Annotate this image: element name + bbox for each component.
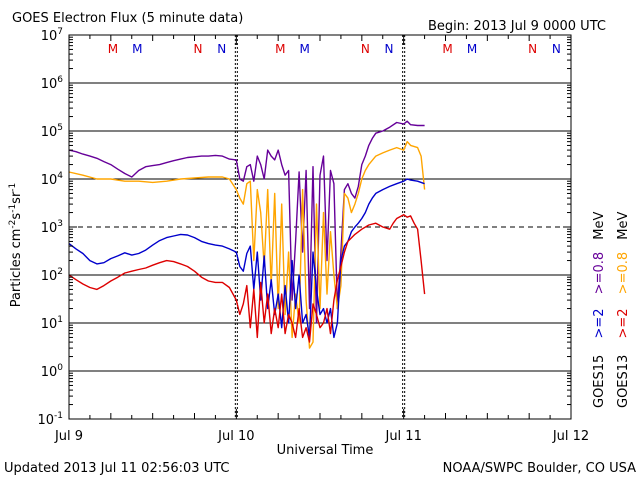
x-tick-label: Jul 12 bbox=[552, 429, 589, 444]
mn-marker: M bbox=[299, 42, 309, 56]
x-tick-label: Jul 11 bbox=[384, 429, 421, 444]
x-axis-label: Universal Time bbox=[277, 443, 374, 458]
y-axis-label: Particles cm-2s-1sr-1 bbox=[8, 183, 24, 308]
legend-goes13-sat: GOES13 bbox=[616, 355, 631, 408]
mn-marker: M bbox=[275, 42, 285, 56]
legend-goes13-unit: MeV bbox=[616, 212, 631, 240]
mn-marker: N bbox=[528, 42, 537, 56]
mn-marker: M bbox=[132, 42, 142, 56]
mn-marker: N bbox=[552, 42, 561, 56]
mn-marker: N bbox=[385, 42, 394, 56]
legend-goes15-sat: GOES15 bbox=[592, 355, 607, 408]
updated-time: Updated 2013 Jul 11 02:56:03 UTC bbox=[4, 461, 229, 476]
y-tick-label: 104 bbox=[41, 171, 64, 188]
y-tick-label: 103 bbox=[41, 219, 63, 236]
x-tick-label: Jul 9 bbox=[54, 429, 83, 444]
chart-title: GOES Electron Flux (5 minute data) bbox=[12, 11, 243, 26]
credit: NOAA/SWPC Boulder, CO USA bbox=[443, 461, 636, 476]
y-tick-label: 107 bbox=[41, 27, 63, 44]
day-markers bbox=[234, 35, 406, 419]
legend-goes15-e2: >=2 bbox=[592, 308, 607, 338]
y-tick-label: 101 bbox=[41, 315, 63, 332]
legend-goes15-unit: MeV bbox=[592, 212, 607, 240]
y-tick-label: 10-1 bbox=[37, 411, 63, 428]
mn-marker: M bbox=[442, 42, 452, 56]
series-goes15-2-mev bbox=[68, 178, 425, 339]
y-tick-label: 102 bbox=[41, 267, 63, 284]
legend: GOES15 >=2 >=0.8 MeV GOES13 >=2 >=0.8 Me… bbox=[592, 212, 631, 408]
begin-time: Begin: 2013 Jul 9 0000 UTC bbox=[428, 19, 606, 34]
mn-marker: N bbox=[193, 42, 202, 56]
legend-goes13-e2: >=2 bbox=[616, 308, 631, 338]
mn-marker: M bbox=[108, 42, 118, 56]
series-goes15-0-8-mev bbox=[68, 120, 425, 324]
series-layer bbox=[68, 120, 426, 349]
legend-goes13-e08: >=0.8 bbox=[616, 252, 631, 294]
y-tick-label: 106 bbox=[41, 75, 64, 92]
legend-goes15-e08: >=0.8 bbox=[592, 252, 607, 294]
mn-marker: N bbox=[361, 42, 370, 56]
mn-marker: N bbox=[217, 42, 226, 56]
legend-goes15: GOES15 >=2 >=0.8 MeV bbox=[592, 212, 607, 408]
series-goes13-2-mev bbox=[68, 213, 426, 343]
x-tick-label: Jul 10 bbox=[217, 429, 254, 444]
mn-marker: M bbox=[467, 42, 477, 56]
legend-goes13: GOES13 >=2 >=0.8 MeV bbox=[616, 212, 631, 408]
series-goes13-0-8-mev bbox=[68, 140, 426, 349]
y-tick-label: 105 bbox=[41, 123, 63, 140]
y-tick-label: 100 bbox=[41, 363, 64, 380]
